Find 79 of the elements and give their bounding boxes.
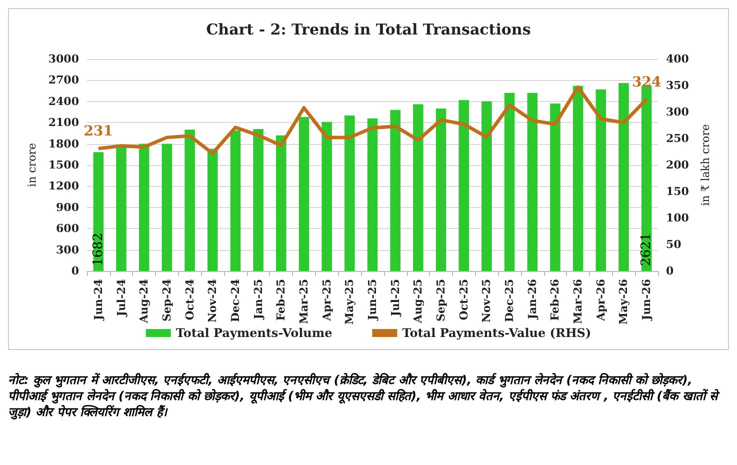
- bar: [367, 118, 378, 271]
- y-tick-label: 1800: [48, 137, 80, 150]
- chart-title: Chart - 2: Trends in Total Transactions: [206, 20, 531, 38]
- y-axis-title: in crore: [25, 143, 38, 187]
- x-tick-label: Aug-25: [412, 279, 425, 324]
- y-tick-label: 0: [71, 264, 80, 278]
- legend-label: Total Payments-Value (RHS): [402, 326, 592, 340]
- y-tick-label: 600: [56, 222, 80, 236]
- bar: [207, 148, 218, 271]
- bar: [138, 144, 150, 271]
- y2-tick-label: 200: [666, 158, 690, 172]
- x-tick-label: Jun-26: [640, 278, 654, 322]
- y2-tick-label: 50: [666, 238, 682, 251]
- y-tick-label: 2700: [48, 74, 80, 87]
- x-tick-label: May-25: [343, 279, 356, 325]
- y2-tick-label: 300: [666, 106, 690, 118]
- y-tick-label: 2100: [48, 116, 80, 130]
- bar: [162, 144, 172, 271]
- x-tick-label: Jun-24: [92, 278, 105, 322]
- x-tick-label: Sep-25: [434, 279, 448, 322]
- legend-label: Total Payments-Volume: [176, 326, 333, 340]
- data-label: 324: [632, 74, 662, 90]
- y2-tick-label: 400: [666, 52, 690, 66]
- y-tick-label: 2400: [48, 94, 80, 108]
- x-tick-label: Jan-26: [526, 278, 539, 320]
- x-tick-label: Mar-26: [572, 278, 585, 324]
- bar: [390, 110, 400, 271]
- x-tick-label: Dec-25: [503, 279, 516, 322]
- bar: [458, 100, 469, 271]
- x-tick-label: Apr-26: [594, 278, 608, 322]
- bar: [276, 135, 286, 271]
- y-tick-label: 3000: [48, 52, 80, 66]
- text: नोट: कुल भुगतान में आरटीजीएस, एनईएफटी, आईएमपीएस, एनएसीएच (क्रेडिट, डेबिट और एपीबीएस), कार्ड भुगतान लेनदेन (नकद निकासी को छोड़कर), पीपीआई भुगतान लेनदेन (नकद निकासी को छोड़कर), यूपीआई (भीम और यूएसएसडी सहित), भीम आधार वेतन, एईपीएस फंड अंतरण , एनईटीसी (बैंक खातों से जुड़ा) और पेपर क्लियरिंग शामिल हैं।: [8, 372, 721, 420]
- bar: [344, 116, 355, 271]
- bar: [322, 122, 332, 271]
- y2-tick-label: 250: [666, 132, 690, 145]
- x-tick-label: Feb-25: [274, 279, 288, 321]
- bar: [184, 130, 195, 271]
- x-tick-label: Oct-24: [183, 278, 196, 320]
- bar: [527, 92, 538, 271]
- y-tick-label: 1500: [48, 158, 80, 172]
- x-tick-label: Nov-25: [480, 279, 494, 323]
- x-tick-label: Apr-25: [320, 279, 334, 322]
- x-tick-label: Jul-24: [114, 278, 128, 318]
- bar: [298, 116, 310, 271]
- y2-tick-label: 150: [666, 185, 690, 198]
- data-label: 231: [84, 124, 114, 140]
- x-tick-label: Aug-24: [138, 278, 151, 324]
- y2-tick-label: 350: [666, 79, 690, 92]
- x-tick-label: May-26: [617, 278, 630, 325]
- data-label: 2621: [639, 232, 654, 266]
- x-tick-label: Feb-26: [548, 278, 562, 321]
- x-tick-label: Jul-25: [388, 279, 402, 318]
- y-tick-label: 300: [56, 243, 80, 256]
- bar: [116, 146, 126, 271]
- bar: [572, 86, 584, 271]
- y2-tick-label: 0: [666, 264, 674, 278]
- bar: [596, 89, 606, 271]
- y-tick-label: 900: [56, 200, 80, 214]
- bar: [504, 92, 515, 271]
- y-tick-label: 1200: [48, 180, 80, 193]
- bar: [230, 130, 241, 271]
- x-tick-label: Nov-24: [206, 278, 220, 323]
- bar: [550, 104, 560, 271]
- y2-tick-label: 100: [666, 212, 690, 224]
- bar: [413, 104, 424, 271]
- x-tick-label: Dec-24: [228, 278, 242, 322]
- data-label: 1682: [90, 232, 106, 266]
- x-tick-label: Mar-25: [297, 279, 310, 324]
- x-tick-label: Sep-24: [160, 278, 174, 322]
- x-tick-label: Jan-25: [252, 279, 265, 320]
- bar: [482, 101, 492, 271]
- x-tick-label: Oct-25: [457, 279, 470, 320]
- x-tick-label: Jun-25: [366, 279, 379, 322]
- y2-axis-title: in ₹ lakh crore: [698, 124, 712, 206]
- bar: [436, 108, 446, 271]
- bar: [618, 83, 629, 271]
- bar: [641, 86, 652, 271]
- bar: [253, 128, 264, 271]
